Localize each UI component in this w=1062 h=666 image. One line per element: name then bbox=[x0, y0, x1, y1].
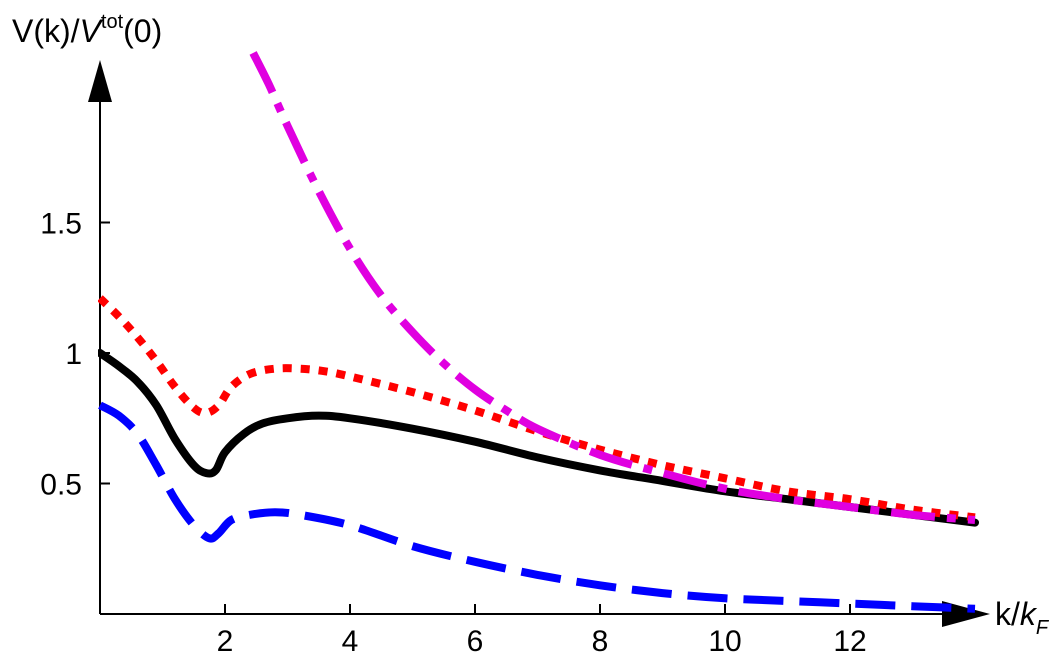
x-tick-label: 4 bbox=[342, 625, 359, 658]
series-black-solid bbox=[98, 349, 979, 527]
y-tick-label: 1 bbox=[65, 338, 82, 371]
x-tick-label: 8 bbox=[592, 625, 609, 658]
series-red-dotted bbox=[98, 295, 976, 522]
series-blue-dashed bbox=[98, 401, 976, 613]
x-tick-label: 10 bbox=[708, 625, 741, 658]
x-tick-label: 2 bbox=[217, 625, 234, 658]
x-tick-label: 6 bbox=[467, 625, 484, 658]
x-tick-label: 12 bbox=[833, 625, 866, 658]
y-tick-label: 0.5 bbox=[40, 469, 82, 502]
y-tick-label: 1.5 bbox=[40, 208, 82, 241]
y-axis-label: V(k)/Vtot(0) bbox=[12, 11, 162, 49]
x-axis-label: k/kF bbox=[995, 596, 1050, 639]
y-axis-arrow bbox=[88, 60, 112, 102]
x-axis-arrow bbox=[942, 601, 990, 627]
